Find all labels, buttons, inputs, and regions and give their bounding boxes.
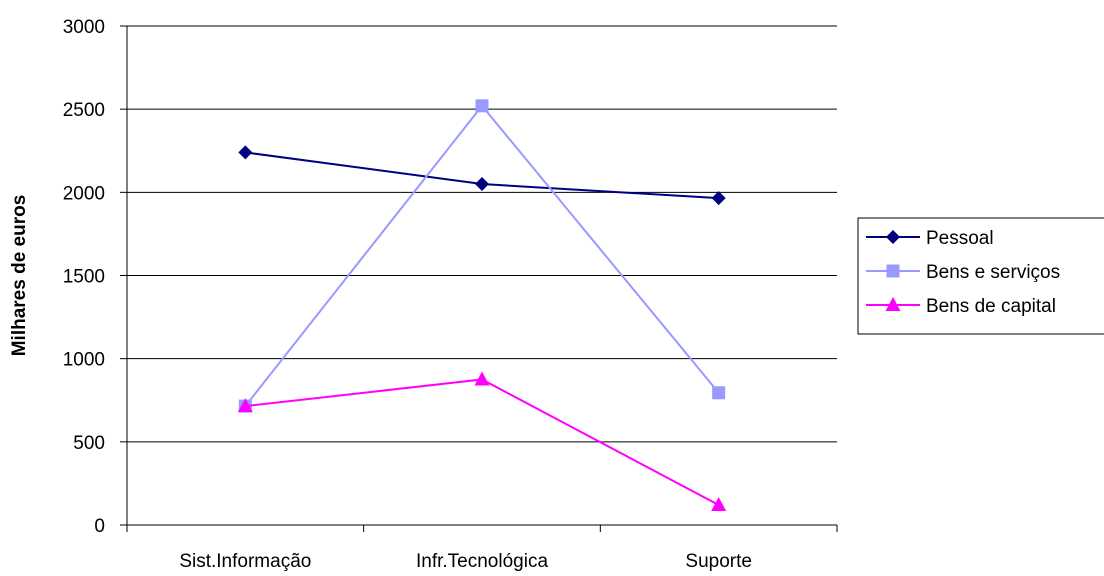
data-point <box>237 398 253 413</box>
x-tick-label: Suporte <box>685 551 752 572</box>
legend-item: Bens e serviços <box>866 262 1060 283</box>
legend-marker <box>885 297 901 311</box>
y-tick-label: 3000 <box>63 17 105 38</box>
legend: Pessoal Bens e serviços Bens de capital <box>857 217 1104 335</box>
y-tick-label: 0 <box>94 516 105 537</box>
y-tick-label: 2000 <box>63 183 105 204</box>
series-2 <box>237 371 727 512</box>
series-1 <box>238 99 726 413</box>
legend-marker <box>886 264 900 278</box>
legend-label: Pessoal <box>926 228 994 249</box>
y-tick-label: 500 <box>73 433 105 454</box>
series-group <box>237 99 727 512</box>
y-tick-label: 2500 <box>63 100 105 121</box>
series-0 <box>238 145 726 206</box>
data-point <box>238 145 253 160</box>
x-tick-label: Sist.Informação <box>179 551 311 572</box>
data-point <box>711 497 727 512</box>
x-tick-label: Infr.Tecnológica <box>416 551 548 572</box>
data-point <box>474 371 490 386</box>
y-axis-ticks: 0 500 1000 1500 2000 2500 3000 <box>63 17 127 537</box>
data-point <box>475 177 489 192</box>
y-axis-title: Milhares de euros <box>9 195 30 357</box>
series-line <box>244 104 720 407</box>
legend-item: Bens de capital <box>866 296 1056 317</box>
legend-marker <box>886 230 900 244</box>
x-axis-ticks: Sist.Informação Infr.Tecnológica Suporte <box>126 525 838 572</box>
data-point <box>711 191 726 206</box>
legend-item: Pessoal <box>866 228 994 249</box>
y-tick-label: 1000 <box>63 350 105 371</box>
data-point <box>712 386 726 400</box>
legend-label: Bens de capital <box>926 296 1056 317</box>
y-tick-label: 1500 <box>63 267 105 288</box>
series-line <box>245 151 719 200</box>
data-point <box>475 99 489 113</box>
legend-label: Bens e serviços <box>926 262 1060 283</box>
